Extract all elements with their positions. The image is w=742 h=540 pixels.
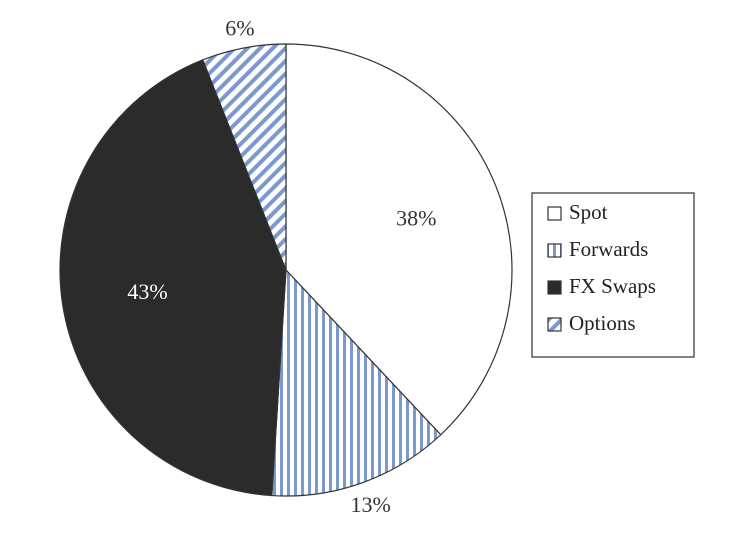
legend-label-forwards: Forwards: [569, 237, 648, 261]
pie-slices: [59, 43, 513, 497]
pie-slice-spot: [285, 43, 513, 436]
legend: Spot Forwards FX Swaps Options: [531, 192, 695, 358]
legend-swatch-spot: [547, 206, 562, 221]
data-label-forwards: 13%: [351, 492, 391, 517]
pie-slice-fx-swaps: [59, 59, 287, 497]
data-label-spot: 38%: [396, 205, 436, 230]
pie-slice-options: [202, 43, 287, 271]
data-label-options: 6%: [225, 15, 254, 40]
pie-labels: 38% 13% 43% 6%: [127, 15, 436, 517]
pie-slice-forwards: [271, 268, 442, 497]
legend-swatch-options: [547, 317, 562, 332]
legend-label-options: Options: [569, 311, 636, 335]
legend-swatch-fx-swaps: [547, 280, 562, 295]
legend-label-fx-swaps: FX Swaps: [569, 274, 656, 298]
legend-label-spot: Spot: [569, 200, 608, 224]
legend-swatch-forwards: [547, 243, 562, 258]
data-label-fx-swaps: 43%: [127, 279, 167, 304]
